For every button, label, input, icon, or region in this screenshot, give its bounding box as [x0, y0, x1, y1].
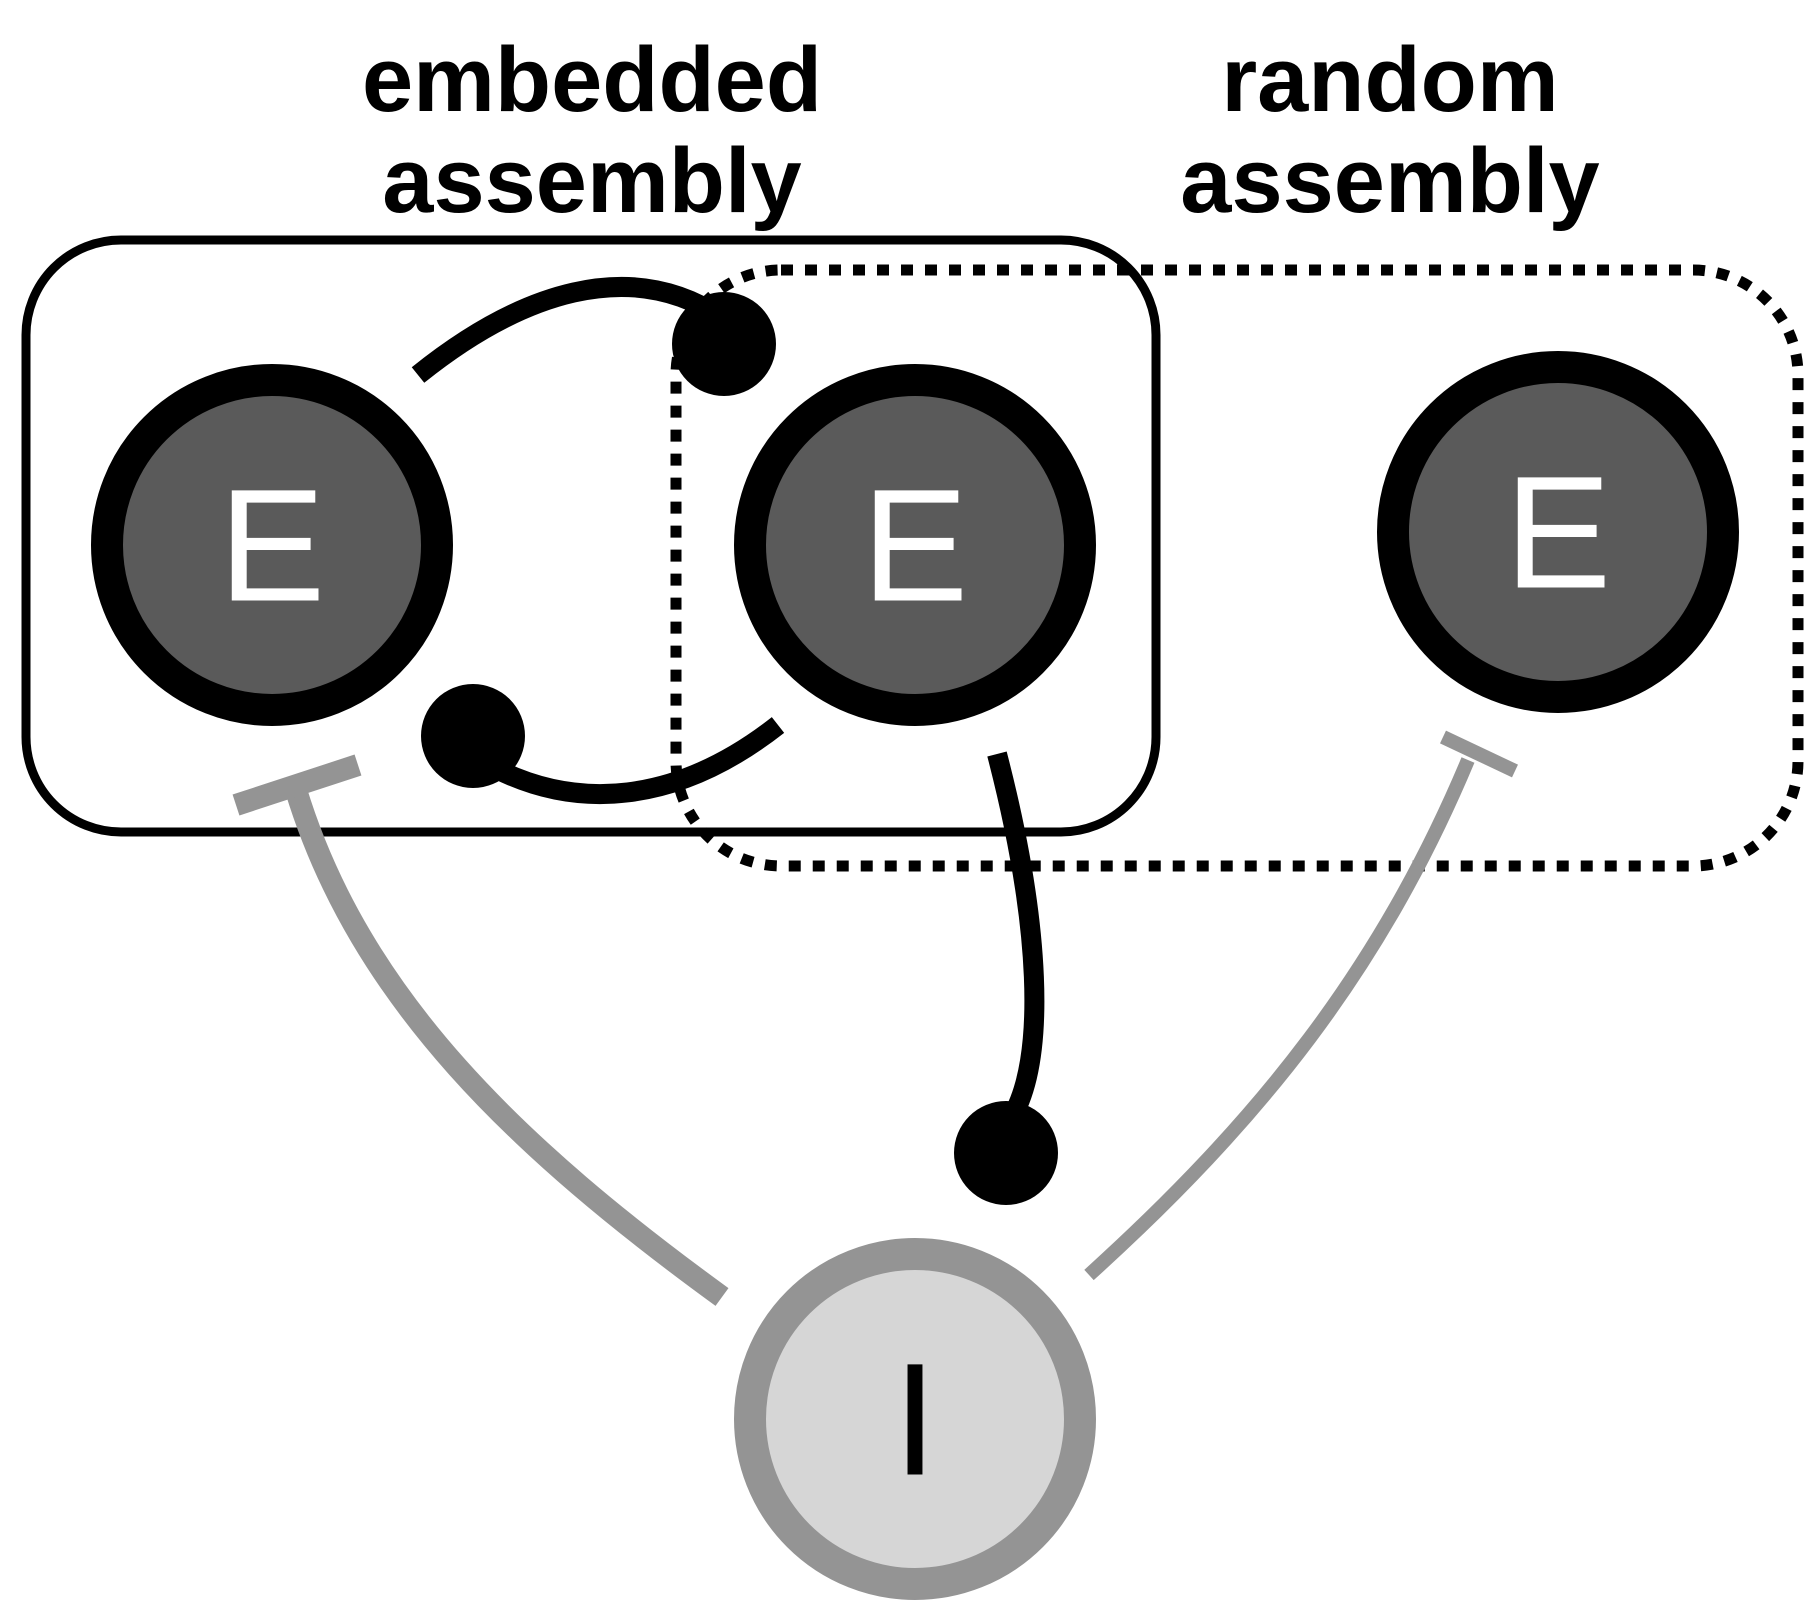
random-assembly-title-line2: assembly — [1180, 130, 1599, 232]
excitatory-connection-E2-to-I — [987, 751, 1045, 1126]
excitatory-neuron-1: E — [91, 364, 453, 726]
synapse-dot-on-E1 — [421, 684, 525, 788]
excitatory-neuron-2: E — [734, 364, 1096, 726]
inhibitory-neuron: I — [734, 1238, 1096, 1600]
excitatory-neuron-3: E — [1377, 351, 1739, 713]
inhibitory-tbar-right-E — [1440, 730, 1518, 778]
inhibitory-neuron-ring — [734, 1238, 1096, 1600]
excitatory-neuron-1-ring — [91, 364, 453, 726]
inhibitory-connection-to-left-E — [285, 786, 729, 1306]
excitatory-neuron-1-label: E — [219, 456, 326, 635]
excitatory-connection-E1-to-E2 — [411, 277, 728, 383]
inhibitory-tbar-left-E — [232, 754, 362, 816]
excitatory-neuron-3-ring — [1377, 351, 1739, 713]
inhibitory-connection-to-right-E — [1084, 757, 1475, 1281]
excitatory-connection-E2-to-E1 — [474, 717, 785, 805]
excitatory-neuron-2-ring — [734, 364, 1096, 726]
random-assembly-title-line1: random — [1221, 29, 1558, 131]
embedded-assembly-title-line1: embedded — [362, 29, 822, 131]
random-assembly-boundary — [670, 264, 1804, 872]
synapse-dot-on-E2 — [672, 292, 776, 396]
excitatory-neuron-3-label: E — [1505, 443, 1612, 622]
inhibitory-neuron-label: I — [893, 1330, 937, 1509]
excitatory-neuron-2-label: E — [862, 456, 969, 635]
embedded-assembly-boundary — [21, 235, 1161, 837]
synapse-dot-on-I — [954, 1101, 1058, 1205]
embedded-assembly-title-line2: assembly — [382, 130, 801, 232]
